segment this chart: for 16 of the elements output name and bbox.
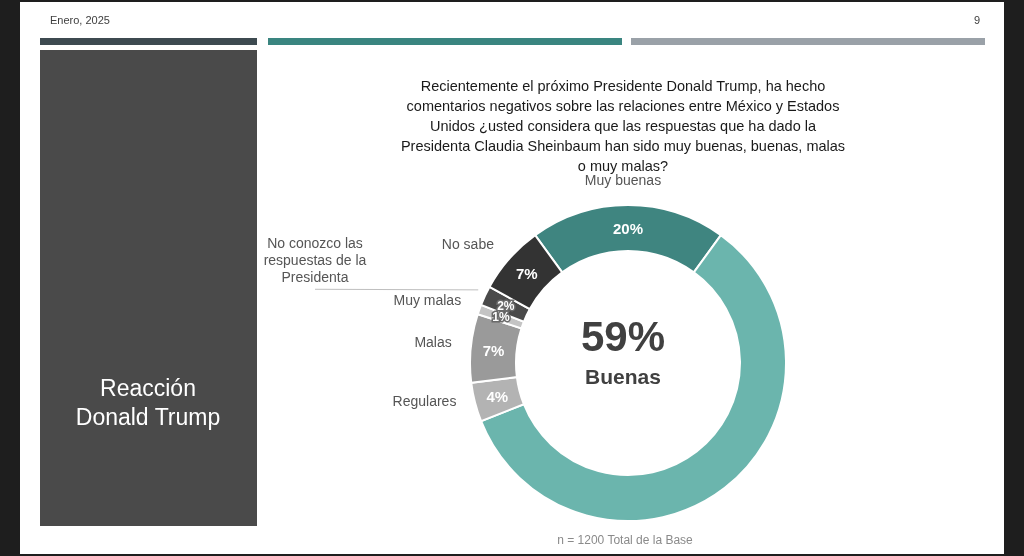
text: 9 <box>972 14 980 26</box>
slice-label: No sabe <box>441 236 495 253</box>
slice-label: Malas <box>414 333 452 350</box>
data-label: 4% <box>486 388 509 406</box>
slice-label: Regulares <box>392 392 457 409</box>
slice-label: No conozco las respuestas de la Presidenta <box>263 234 367 285</box>
slice-label: Muy malas <box>393 291 462 308</box>
text: n = 1200 Total de la Base <box>556 533 694 547</box>
chart-title: Recientemente el próximo Presidente Donald Trump, ha hecho comentarios negativos sobre las relaciones entre México y Estados Unidos ¿usted considera que las respuestas que ha dado la Presidenta Claudia Sheinbaum han sido muy buenas, buenas, malas o muy malas? <box>399 77 847 175</box>
data-label: 59% <box>580 312 666 360</box>
text: Reacción Donald Trump <box>74 374 222 432</box>
data-label: 20% <box>612 219 644 237</box>
text: Enero, 2025 <box>50 14 110 26</box>
slice-label: Buenas <box>585 364 661 388</box>
data-label: 7% <box>482 341 505 359</box>
data-label: 7% <box>515 265 538 283</box>
